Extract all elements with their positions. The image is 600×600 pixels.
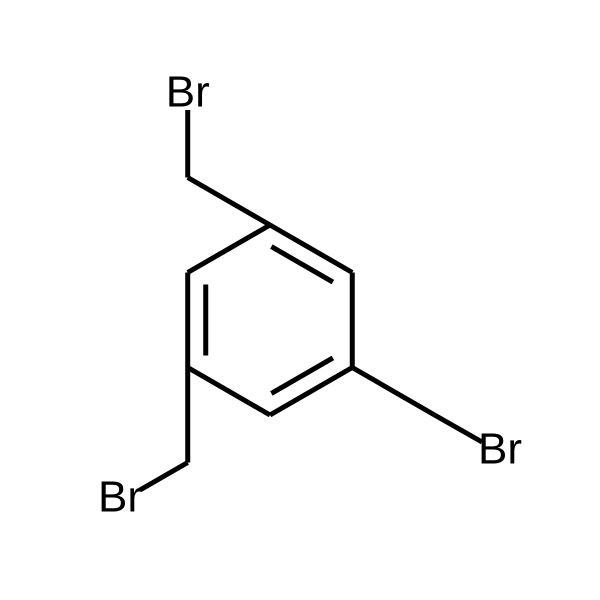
- ring-inner-bond-1: [271, 247, 332, 282]
- substituent-2: Br: [352, 368, 522, 474]
- sub2-bond-b: [435, 415, 482, 442]
- sub1-bond-a: [188, 178, 270, 226]
- ring-bond-1: [270, 225, 352, 273]
- substituent-1: Br: [166, 68, 270, 225]
- ring-bond-4: [188, 368, 270, 416]
- benzene-ring: [188, 225, 353, 415]
- sub3-bond-b: [140, 463, 188, 491]
- ring-bond-3: [270, 368, 352, 416]
- bromine-label-1: Br: [166, 68, 210, 117]
- ring-inner-bond-2: [271, 358, 332, 393]
- bromine-label-2: Br: [478, 425, 522, 474]
- sub2-bond-a: [352, 368, 434, 416]
- molecule-canvas: Br Br Br: [0, 0, 600, 600]
- bromine-label-3: Br: [98, 473, 142, 522]
- substituent-3: Br: [98, 368, 188, 522]
- ring-bond-6: [188, 225, 270, 273]
